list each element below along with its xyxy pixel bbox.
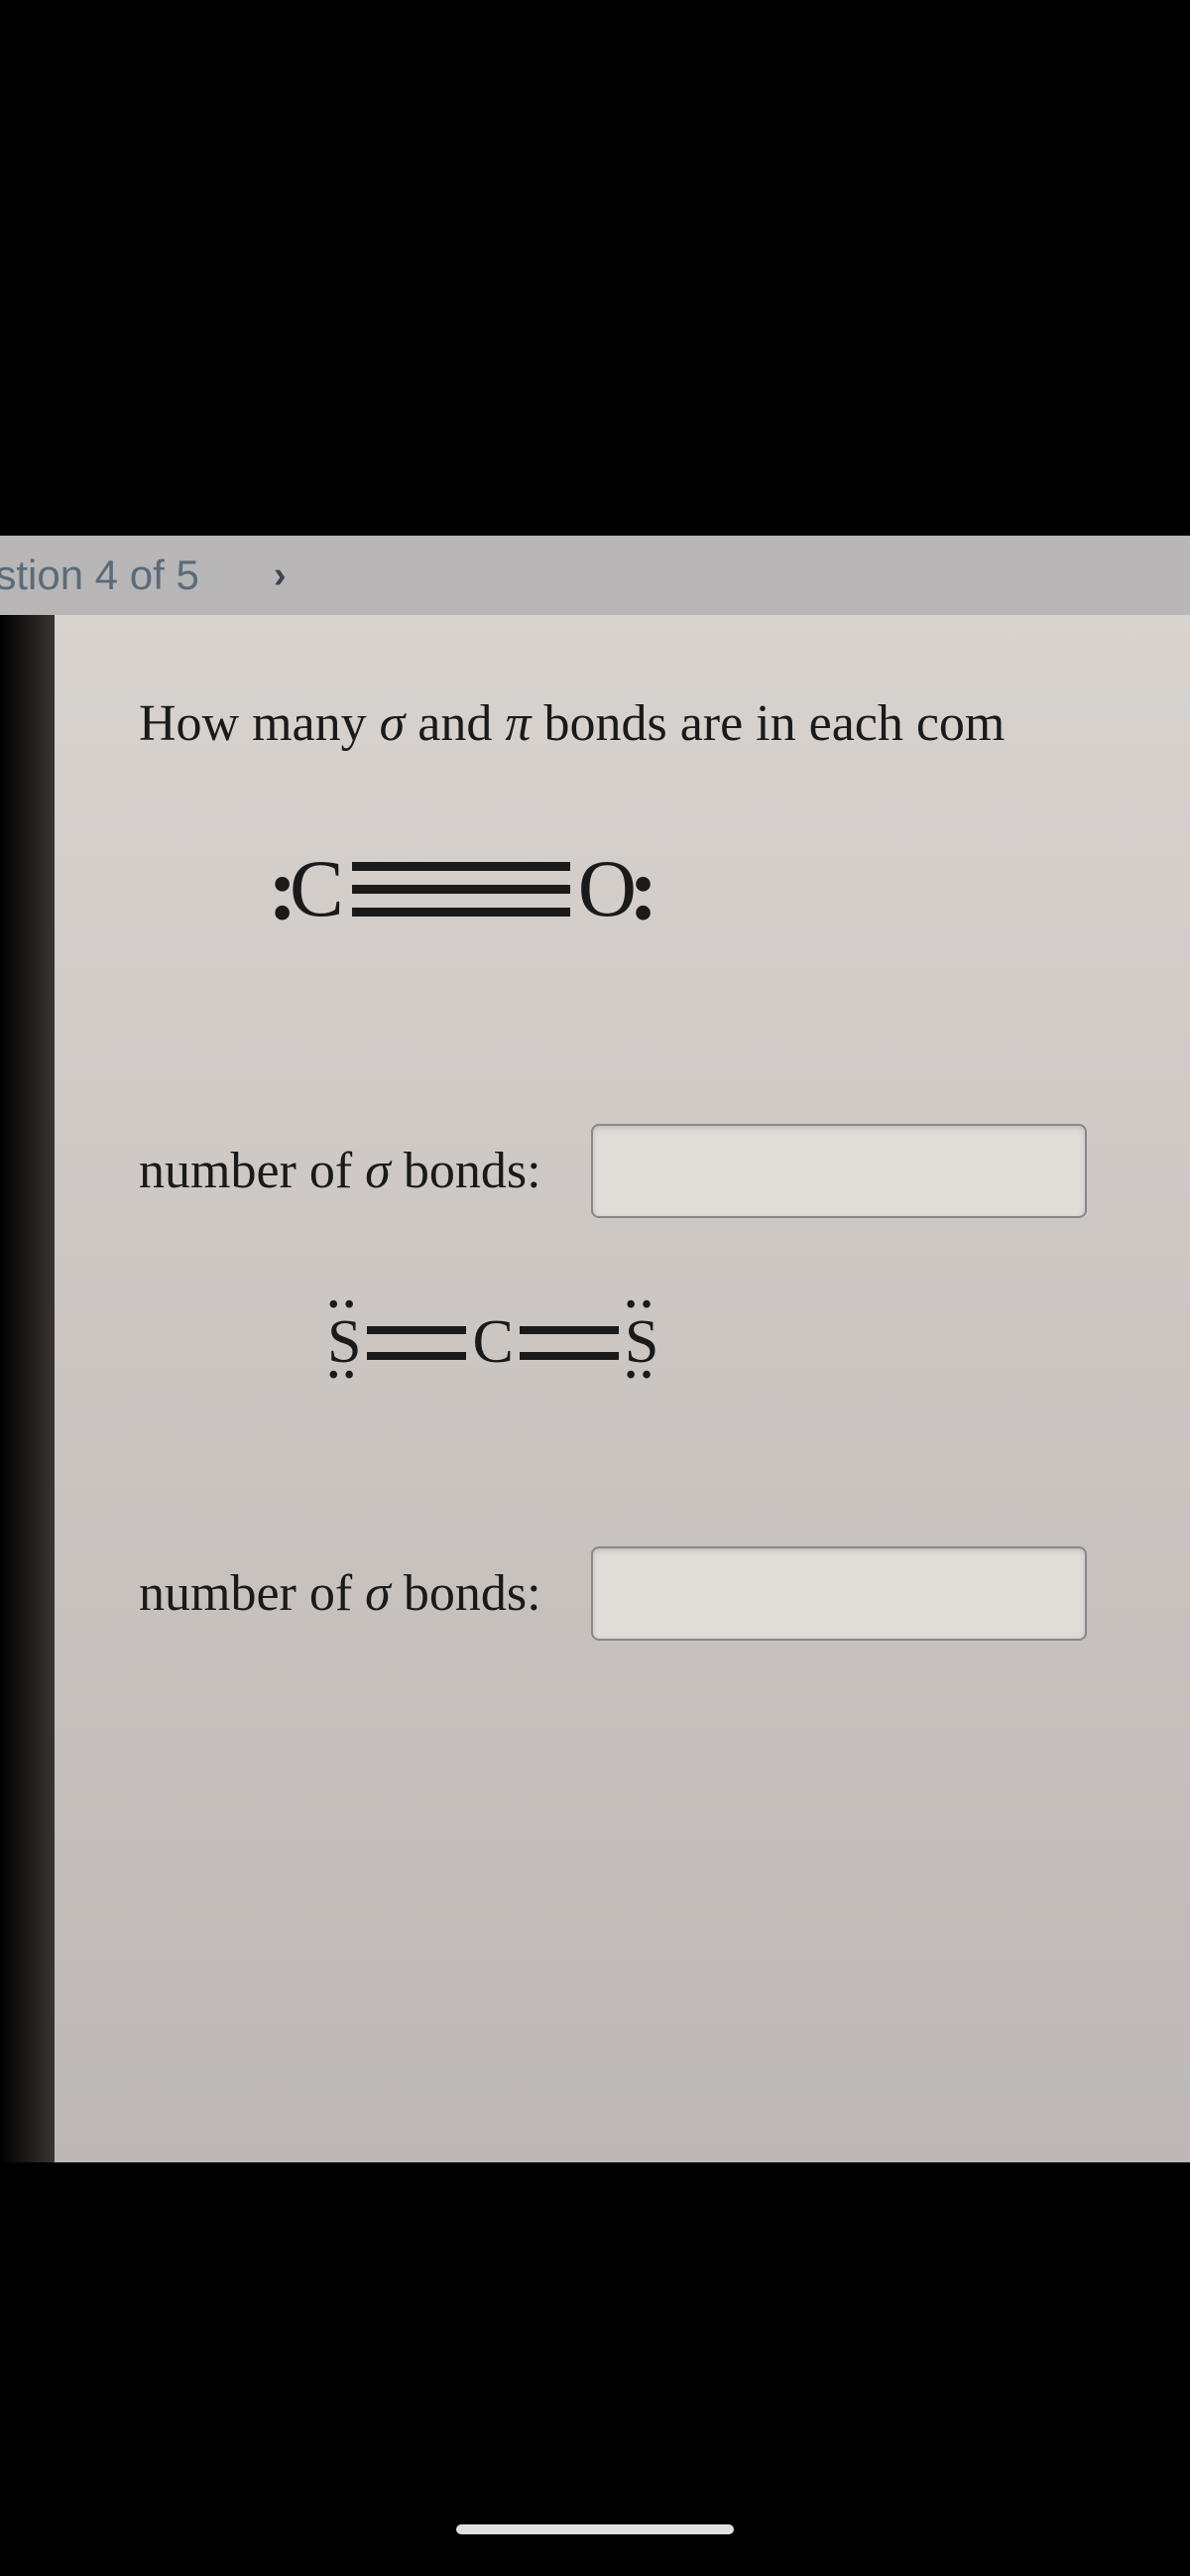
lone-pair-right: :: [629, 867, 658, 912]
double-bond-left-icon: [367, 1326, 466, 1360]
home-indicator[interactable]: [456, 2524, 734, 2534]
answer-row-1: number of σ bonds:: [139, 1124, 1190, 1218]
sulfur-atom-right: •• S ••: [625, 1307, 658, 1378]
answer-row-2: number of σ bonds:: [139, 1546, 1190, 1641]
sigma-label-2: number of σ bonds:: [139, 1564, 541, 1623]
sigma-label-1: number of σ bonds:: [139, 1142, 541, 1200]
carbon-atom-center: C: [472, 1307, 513, 1378]
question-counter: estion 4 of 5: [0, 552, 199, 599]
molecule-1-diagram: : C O :: [268, 842, 1190, 935]
sigma-input-2[interactable]: [591, 1546, 1087, 1641]
chevron-right-icon[interactable]: ›: [274, 554, 287, 597]
double-bond-right-icon: [520, 1326, 619, 1360]
molecule-2-diagram: •• S •• C •• S ••: [327, 1307, 1190, 1378]
carbon-atom: C: [290, 842, 344, 935]
shadow-decoration: [0, 615, 55, 2162]
sulfur-atom-left: •• S ••: [327, 1307, 361, 1378]
question-prompt: How many σ and π bonds are in each com: [139, 694, 1190, 753]
question-header: estion 4 of 5 ›: [0, 536, 1190, 615]
content-panel: How many σ and π bonds are in each com :…: [55, 615, 1190, 2162]
triple-bond-icon: [352, 862, 570, 917]
sigma-input-1[interactable]: [591, 1124, 1087, 1218]
